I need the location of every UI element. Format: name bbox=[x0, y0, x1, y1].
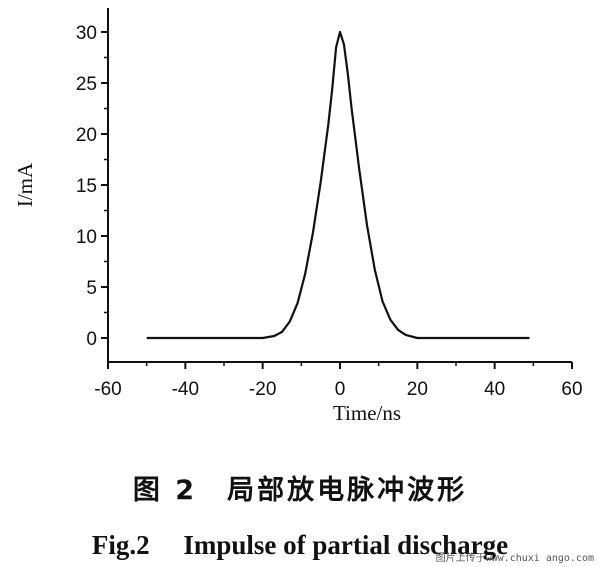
y-tick-label: 15 bbox=[76, 176, 97, 197]
x-tick-label: 40 bbox=[484, 379, 505, 400]
x-tick-label: 20 bbox=[407, 379, 428, 400]
ticks: 0 5 10 15 20 25 30 -60 -40 -20 0 20 40 60 bbox=[76, 23, 583, 400]
y-axis-label: I/mA bbox=[13, 162, 37, 207]
x-tick-label: -40 bbox=[172, 379, 199, 400]
figure-caption-chinese: 图 2 局部放电脉冲波形 bbox=[132, 475, 468, 506]
x-tick-label: 60 bbox=[561, 379, 582, 400]
y-tick-label: 25 bbox=[76, 74, 97, 95]
y-tick-label: 10 bbox=[76, 227, 97, 248]
x-axis-label: Time/ns bbox=[333, 401, 401, 425]
watermark: 图片上传于www.chuxi ango.com bbox=[435, 553, 594, 564]
y-tick-label: 0 bbox=[86, 329, 97, 350]
x-tick-label: 0 bbox=[335, 379, 346, 400]
x-tick-label: -20 bbox=[249, 379, 276, 400]
y-tick-label: 30 bbox=[76, 23, 97, 44]
y-tick-label: 5 bbox=[86, 278, 97, 299]
x-tick-label: -60 bbox=[94, 379, 121, 400]
figure-caption-english: Fig.2 Impulse of partial discharge bbox=[91, 530, 509, 560]
axes bbox=[107, 8, 572, 363]
pulse-series-line bbox=[146, 30, 530, 340]
y-tick-label: 20 bbox=[76, 125, 97, 146]
chart: 0 5 10 15 20 25 30 -60 -40 -20 0 20 40 60 I/mA Time/n… bbox=[13, 8, 583, 425]
